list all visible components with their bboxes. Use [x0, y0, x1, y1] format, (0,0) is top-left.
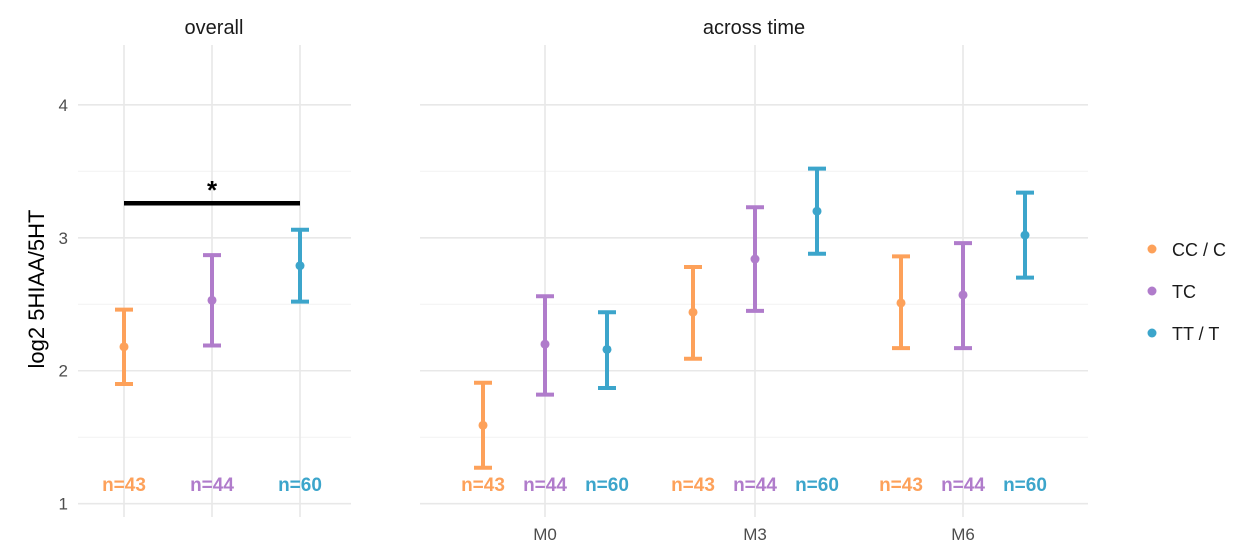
legend: CC / C TC TT / T — [1147, 240, 1226, 344]
sample-size-label: n=44 — [733, 475, 777, 496]
y-axis: 1 2 3 4 — [59, 96, 68, 514]
mean-point — [478, 420, 488, 430]
mean-point — [295, 261, 305, 271]
sample-size-label: n=44 — [941, 475, 985, 496]
panel-overall: overall n=43 n=44 n=60 * — [78, 17, 351, 517]
y-axis-title: log2 5HIAA/5HT — [24, 210, 49, 369]
y-tick-label: 2 — [59, 362, 68, 381]
mean-point — [207, 295, 217, 305]
x-tick-label: M3 — [743, 525, 767, 544]
sample-size-label: n=60 — [585, 475, 629, 496]
panel-across-time: across time n=43 n=44 n=60 n=43 n=44 n=60 n=43… — [420, 17, 1088, 544]
panel-title-overall: overall — [185, 17, 244, 39]
mean-point — [602, 344, 612, 354]
legend-label: CC / C — [1172, 240, 1226, 260]
mean-point — [896, 298, 906, 308]
mean-point — [812, 206, 822, 216]
mean-point — [540, 339, 550, 349]
mean-point — [958, 290, 968, 300]
sample-size-label: n=60 — [1003, 475, 1047, 496]
sample-size-label: n=60 — [278, 475, 322, 496]
sample-size-label: n=60 — [795, 475, 839, 496]
sample-size-label: n=43 — [671, 475, 715, 496]
y-tick-label: 1 — [59, 495, 68, 514]
y-tick-label: 3 — [59, 229, 68, 248]
sample-size-label: n=44 — [190, 475, 234, 496]
legend-key — [1147, 244, 1157, 254]
sample-size-label: n=43 — [102, 475, 146, 496]
legend-label: TT / T — [1172, 324, 1219, 344]
significance-star: * — [207, 175, 218, 205]
legend-key — [1147, 286, 1157, 296]
mean-point — [119, 342, 129, 352]
panel-title-across-time: across time — [703, 17, 805, 39]
legend-label: TC — [1172, 282, 1196, 302]
mean-point — [688, 307, 698, 317]
x-tick-label: M0 — [533, 525, 557, 544]
mean-point — [1020, 230, 1030, 240]
sample-size-label: n=43 — [461, 475, 505, 496]
x-tick-label: M6 — [951, 525, 975, 544]
sample-size-label: n=43 — [879, 475, 923, 496]
legend-key — [1147, 328, 1157, 338]
mean-point — [750, 254, 760, 264]
sample-size-label: n=44 — [523, 475, 567, 496]
y-tick-label: 4 — [59, 96, 68, 115]
